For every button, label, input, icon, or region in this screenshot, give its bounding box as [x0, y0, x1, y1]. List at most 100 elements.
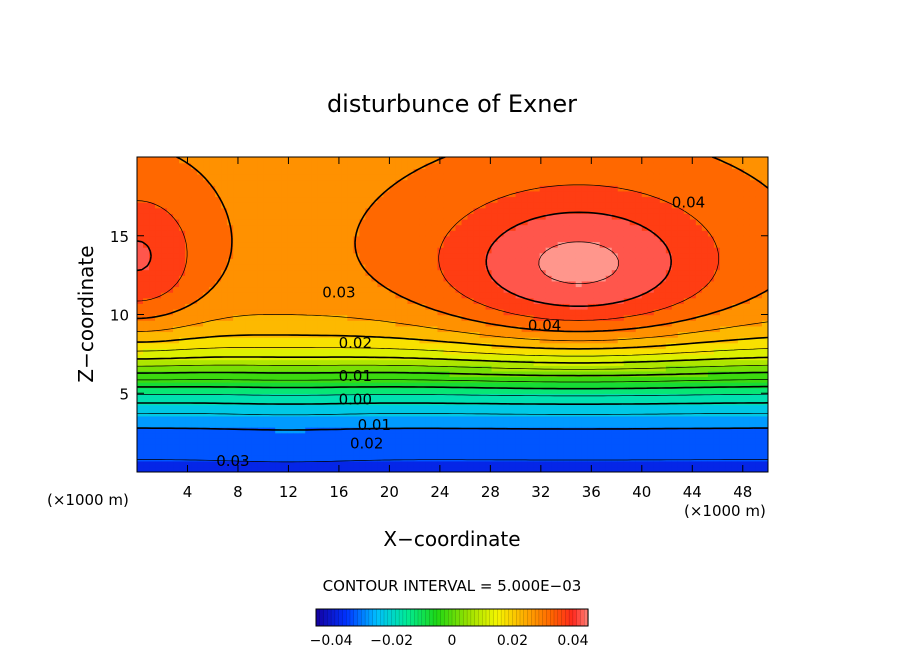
field-cell	[659, 224, 667, 231]
field-cell	[359, 280, 367, 288]
field-cell	[671, 460, 679, 468]
field-cell	[281, 213, 288, 220]
field-cell	[623, 292, 631, 299]
field-cell	[179, 207, 186, 214]
field-cell	[407, 449, 415, 456]
field-cell	[179, 202, 186, 209]
field-cell	[149, 207, 156, 214]
field-cell	[635, 235, 643, 243]
field-cell	[239, 342, 246, 349]
field-cell	[191, 337, 198, 344]
field-cell	[299, 218, 306, 226]
field-cell	[161, 252, 168, 259]
field-cell	[251, 202, 258, 209]
field-cell	[329, 196, 337, 203]
field-cell	[251, 207, 258, 214]
field-cell	[545, 427, 553, 434]
field-cell	[659, 337, 667, 344]
field-cell	[491, 157, 499, 164]
field-cell	[533, 382, 541, 389]
field-cell	[557, 382, 565, 389]
field-cell	[611, 404, 619, 411]
field-cell	[149, 370, 156, 378]
field-cell	[479, 190, 487, 198]
field-cell	[485, 455, 493, 462]
field-cell	[533, 297, 541, 304]
field-cell	[575, 162, 583, 169]
field-cell	[557, 427, 565, 434]
field-cell	[491, 190, 499, 198]
field-cell	[353, 190, 361, 198]
field-cell	[161, 421, 168, 428]
field-cell	[437, 342, 445, 349]
field-cell	[389, 185, 397, 192]
field-cell	[197, 297, 204, 304]
field-cell	[359, 202, 367, 209]
field-cell	[185, 331, 192, 338]
field-cell	[575, 314, 583, 321]
field-cell	[239, 224, 246, 231]
field-cell	[359, 241, 367, 248]
field-cell	[353, 449, 361, 456]
field-cell	[539, 207, 547, 214]
field-cell	[227, 202, 234, 209]
field-cell	[155, 196, 162, 203]
field-cell	[557, 325, 565, 333]
field-cell	[275, 263, 282, 271]
field-cell	[425, 348, 433, 355]
field-cell	[281, 202, 288, 209]
field-cell	[593, 263, 601, 271]
field-cell	[389, 415, 397, 423]
field-cell	[635, 387, 643, 394]
field-cell	[617, 241, 625, 248]
field-cell	[269, 213, 276, 220]
field-cell	[143, 190, 150, 198]
field-cell	[329, 398, 337, 406]
field-cell	[323, 320, 331, 327]
field-cell	[635, 196, 643, 203]
field-cell	[539, 157, 547, 164]
field-cell	[623, 387, 631, 394]
field-cell	[635, 314, 643, 321]
field-cell	[455, 443, 463, 451]
field-cell	[455, 359, 463, 366]
field-cell	[269, 303, 276, 310]
field-cell	[611, 460, 619, 468]
field-cell	[299, 320, 306, 327]
field-cell	[251, 303, 258, 310]
field-cell	[611, 320, 619, 327]
field-cell	[323, 280, 331, 288]
field-cell	[605, 258, 613, 265]
field-cell	[209, 432, 216, 439]
field-cell	[305, 348, 312, 355]
field-cell	[431, 331, 439, 338]
field-cell	[467, 230, 475, 237]
field-cell	[419, 320, 427, 327]
field-cell	[419, 218, 427, 226]
field-cell	[611, 162, 619, 169]
field-cell	[299, 241, 306, 248]
field-cell	[383, 427, 391, 434]
field-cell	[515, 370, 523, 378]
field-cell	[185, 398, 192, 406]
field-cell	[275, 168, 282, 175]
field-cell	[215, 275, 222, 282]
field-cell	[275, 342, 282, 349]
field-cell	[575, 286, 583, 293]
field-cell	[497, 393, 505, 400]
field-cell	[245, 263, 252, 271]
field-cell	[605, 443, 613, 451]
field-cell	[389, 235, 397, 243]
field-cell	[617, 455, 625, 462]
field-cell	[431, 427, 439, 434]
field-cell	[185, 162, 192, 169]
field-cell	[149, 213, 156, 220]
field-cell	[191, 404, 198, 411]
field-cell	[317, 173, 324, 181]
field-cell	[155, 393, 162, 400]
field-cell	[143, 337, 150, 344]
field-cell	[245, 190, 252, 198]
field-cell	[251, 443, 258, 451]
field-cell	[659, 241, 667, 248]
field-cell	[659, 455, 667, 462]
